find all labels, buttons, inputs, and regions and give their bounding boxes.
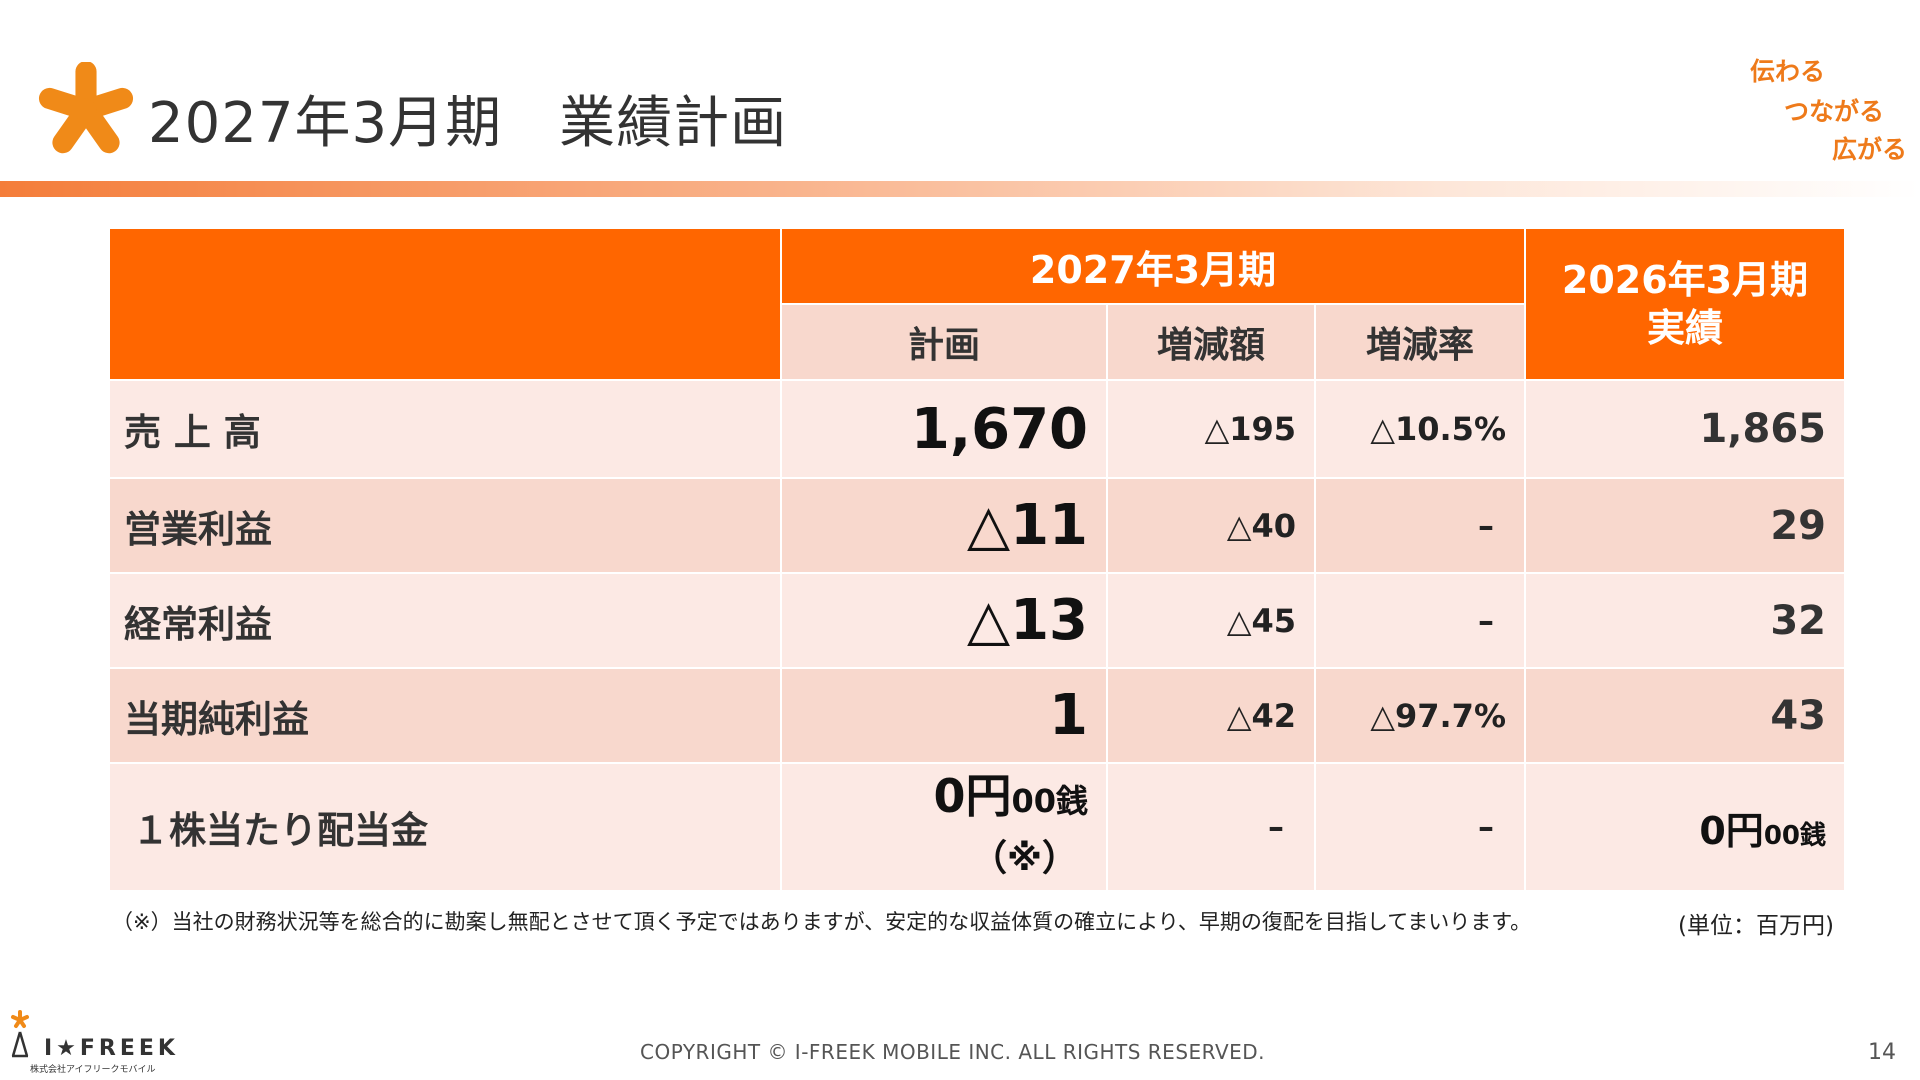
rate-value: – xyxy=(1314,762,1526,892)
plan-value: 1,670 xyxy=(780,379,1108,479)
dividend-plan-note: （※） xyxy=(971,837,1078,879)
group-header-fy2027: 2027年3月期 xyxy=(780,227,1526,305)
dividend-plan: 0円00銭 （※） xyxy=(780,762,1108,892)
star-icon xyxy=(38,62,134,154)
slogan-line-1: 伝わる xyxy=(1750,57,1826,86)
header-blank-cell xyxy=(108,227,782,381)
column-header-rate: 増減率 xyxy=(1314,303,1526,381)
page-title: 2027年3月期 業績計画 xyxy=(148,91,788,156)
plan-value: 1 xyxy=(780,667,1108,764)
row-label: 営業利益 xyxy=(108,477,782,574)
row-label: 経常利益 xyxy=(108,572,782,669)
actual-value: 32 xyxy=(1524,572,1846,669)
dividend-plan-yen: 0円 xyxy=(933,768,1012,823)
header-fy2026-actual: 2026年3月期 実績 xyxy=(1524,227,1846,381)
rate-value: △97.7% xyxy=(1314,667,1526,764)
plan-value: △13 xyxy=(780,572,1108,669)
table-row-sales: 売 上 高 1,670 △195 △10.5% 1,865 xyxy=(108,379,1846,479)
change-value: △45 xyxy=(1106,572,1316,669)
header-gradient-band xyxy=(0,181,1920,197)
row-label: 売 上 高 xyxy=(108,379,782,479)
actual-value: 43 xyxy=(1524,667,1846,764)
row-label: １株当たり配当金 xyxy=(108,762,782,892)
table-row-operating-profit: 営業利益 △11 △40 – 29 xyxy=(108,477,1846,574)
copyright: COPYRIGHT © I-FREEK MOBILE INC. ALL RIGH… xyxy=(640,1040,1266,1064)
rate-value: △10.5% xyxy=(1314,379,1526,479)
change-value: – xyxy=(1106,762,1316,892)
table-row-net-income: 当期純利益 1 △42 △97.7% 43 xyxy=(108,667,1846,764)
header-fy2026: 2026年3月期 xyxy=(1561,258,1809,302)
dividend-actual: 0円00銭 xyxy=(1524,762,1846,892)
header-actual: 実績 xyxy=(1646,306,1723,350)
row-label: 当期純利益 xyxy=(108,667,782,764)
slogan-line-3: 広がる xyxy=(1832,135,1908,164)
column-header-change: 増減額 xyxy=(1106,303,1316,381)
rate-value: – xyxy=(1314,477,1526,574)
change-value: △42 xyxy=(1106,667,1316,764)
actual-value: 29 xyxy=(1524,477,1846,574)
rate-value: – xyxy=(1314,572,1526,669)
dividend-plan-sen: 00銭 xyxy=(1011,781,1088,820)
table-row-dividend: １株当たり配当金 0円00銭 （※） – – 0円00銭 xyxy=(108,762,1846,892)
column-header-plan: 計画 xyxy=(780,303,1108,381)
unit-label: (単位：百万円) xyxy=(1678,913,1834,939)
plan-value: △11 xyxy=(780,477,1108,574)
company-logo xyxy=(11,1010,29,1058)
logo-text: I★FREEK xyxy=(44,1036,179,1061)
actual-value: 1,865 xyxy=(1524,379,1846,479)
page-number: 14 xyxy=(1868,1040,1896,1065)
earnings-plan-table: 2027年3月期 2026年3月期 実績 計画 増減額 増減率 売 上 高 1,… xyxy=(108,227,1846,892)
table-row-ordinary-profit: 経常利益 △13 △45 – 32 xyxy=(108,572,1846,669)
change-value: △195 xyxy=(1106,379,1316,479)
dividend-actual-sen: 00銭 xyxy=(1763,820,1826,851)
dividend-actual-yen: 0円 xyxy=(1699,808,1764,853)
slogan-line-2: つながる xyxy=(1784,97,1885,126)
change-value: △40 xyxy=(1106,477,1316,574)
logo-subtext: 株式会社アイフリークモバイル xyxy=(30,1065,156,1075)
footnote: （※）当社の財務状況等を総合的に勘案し無配とさせて頂く予定ではありますが、安定的… xyxy=(112,910,1532,934)
